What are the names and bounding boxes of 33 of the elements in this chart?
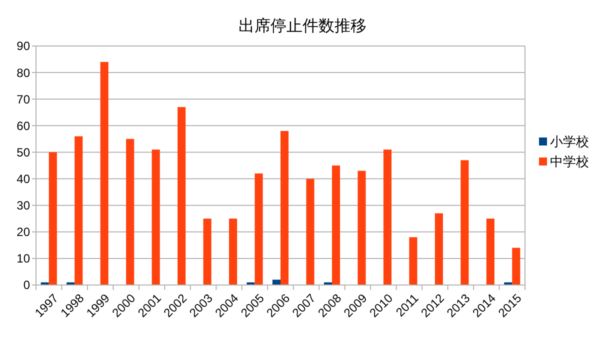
bar [409,237,418,285]
bar [358,170,366,285]
bar [512,248,520,285]
y-tick-label: 30 [16,198,30,213]
legend-label: 小学校 [550,134,589,150]
y-tick-label: 90 [16,39,30,54]
y-tick-label: 20 [16,225,30,240]
y-tick-label: 60 [16,118,30,133]
chart-title: 出席停止件数推移 [238,17,366,35]
y-tick-label: 50 [16,145,30,160]
bar [229,218,238,285]
bar [126,138,134,285]
y-tick-label: 70 [16,92,30,106]
bar [280,130,289,285]
bar [306,178,314,285]
y-tick-label: 0 [23,278,30,292]
bar [100,62,108,285]
bar [434,213,443,285]
y-tick-label: 80 [16,66,30,80]
bar [48,152,57,285]
bar [178,107,186,285]
legend-label: 中学校 [550,154,589,170]
bar [332,166,340,285]
y-tick-label: 10 [16,252,30,266]
bar [152,150,160,285]
bar [203,218,212,285]
y-tick-label: 40 [16,172,30,186]
bar [272,280,280,285]
bar [74,136,83,285]
bar [383,150,392,285]
bar [254,173,263,285]
bar [486,218,494,285]
bar [460,160,469,285]
